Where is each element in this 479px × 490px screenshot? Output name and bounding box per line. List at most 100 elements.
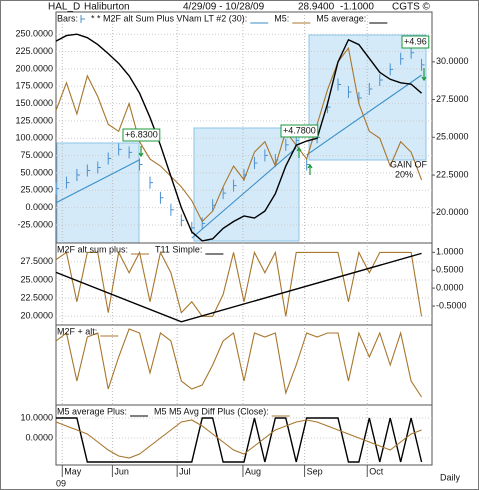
legend-label: Bars:	[57, 13, 78, 23]
box	[193, 127, 300, 242]
legend-label: M5 average:	[316, 13, 366, 23]
arrow	[296, 146, 302, 158]
legend-label: M5 average Plus:	[57, 406, 127, 416]
y2-tick-label: 1.0000	[436, 247, 464, 257]
y-tick-label: -25.0000	[17, 219, 53, 229]
y2-tick-label: 22.5000	[436, 169, 469, 179]
y-tick-label: 75.0000	[20, 150, 53, 160]
panel	[55, 404, 433, 466]
y2-tick-label: 30.0000	[436, 56, 469, 66]
y2-tick-label: 0.5000	[436, 265, 464, 275]
arrow	[307, 163, 313, 175]
box	[56, 142, 140, 244]
price-bar	[379, 73, 383, 86]
price-bar	[86, 164, 91, 177]
arrow	[138, 146, 144, 158]
annotation: 20%	[395, 169, 413, 179]
x-tick-label: Jun	[114, 466, 129, 476]
price-bar	[139, 158, 143, 171]
y-tick-label: 150.0000	[15, 98, 53, 108]
y-tick-label: 50.0000	[20, 167, 53, 177]
series-line	[55, 419, 422, 459]
y-tick-label: 125.0000	[15, 115, 53, 125]
legend-label: M5:	[274, 13, 289, 23]
annotation-box	[280, 124, 319, 138]
price-bar	[107, 152, 112, 165]
credit: CGTS ©	[392, 2, 431, 13]
y-tick-label: 10.0000	[20, 412, 53, 422]
legend-label: M2F alt sum plus:	[57, 244, 128, 254]
price-bar	[55, 182, 59, 195]
price-bar	[128, 146, 133, 159]
price-bar	[97, 161, 101, 174]
y-tick-label: 250.0000	[15, 29, 53, 39]
annotation-box	[401, 35, 430, 49]
y-tick-label: 20.0000	[20, 311, 53, 321]
annotation: +6.8300	[125, 129, 158, 139]
y-tick-label: 22.5000	[20, 293, 53, 303]
y-tick-label: 225.0000	[15, 46, 53, 56]
price-bar	[421, 58, 425, 71]
footer: Daily	[440, 472, 461, 482]
y2-tick-label: 27.5000	[436, 94, 469, 104]
price-bar	[368, 83, 373, 95]
y-tick-label: 25.0000	[20, 274, 53, 284]
series-line	[55, 46, 423, 223]
x-axis-label: 09	[56, 478, 66, 488]
price-bar	[410, 46, 415, 59]
price-bar	[65, 176, 70, 189]
series-line	[306, 74, 422, 156]
annotation: +4.96	[404, 36, 427, 46]
y-tick-label: 100.0000	[15, 133, 53, 143]
price-bar	[306, 158, 310, 171]
arrow	[421, 68, 427, 82]
last-price: 28.9400	[298, 2, 335, 13]
annotation: +4.7800	[283, 125, 316, 135]
series-line	[55, 328, 423, 398]
y2-tick-label: -0.5000	[436, 300, 467, 310]
legend-label: M5 M5 Avg Diff Plus (Close):	[154, 406, 269, 416]
price-bar	[118, 143, 122, 156]
y-tick-label: 0.0000	[25, 432, 53, 442]
legend-label: * * M2F alt Sum Plus VNam LT #2 (30):	[91, 13, 247, 23]
y-tick-label: 0.0000	[25, 202, 53, 212]
price-bar	[76, 169, 80, 182]
x-tick-label: Aug	[245, 466, 261, 476]
symbol: HAL_D	[48, 2, 80, 13]
annotation: GAIN OF	[390, 159, 428, 169]
x-tick-label: Oct	[369, 466, 384, 476]
price-bar	[201, 217, 206, 230]
price-bar	[337, 78, 341, 91]
y2-tick-label: 25.0000	[436, 132, 469, 142]
y-tick-label: 25.0000	[20, 185, 53, 195]
price-bar	[149, 176, 153, 189]
y-tick-label: 27.5000	[20, 256, 53, 266]
series-line	[55, 159, 140, 204]
y2-tick-label: 0.0000	[436, 282, 464, 292]
series-line	[191, 147, 297, 239]
plot-layer: 250.0000 225.0000 200.0000 175.0000 150.0000…	[15, 11, 469, 488]
x-tick-label: Sep	[307, 466, 323, 476]
price-bar	[389, 63, 394, 76]
annotation-box	[122, 128, 161, 142]
date-range: 4/29/09 - 10/28/09	[183, 2, 265, 13]
company: Haliburton	[84, 2, 130, 13]
series-line	[55, 252, 422, 323]
series-line	[55, 33, 423, 242]
price-bar	[170, 203, 174, 216]
price-bar	[400, 52, 404, 65]
series-line	[55, 250, 423, 317]
price-bar	[180, 214, 185, 227]
price-bar	[264, 149, 268, 162]
price-bar	[233, 179, 237, 192]
legend-label: M2F + alt:	[57, 326, 97, 336]
price-bar	[222, 187, 227, 200]
y-tick-label: 175.0000	[15, 81, 53, 91]
y2-tick-label: 20.0000	[436, 207, 469, 217]
y-tick-label: 200.0000	[15, 63, 53, 73]
price-bar	[285, 138, 289, 151]
x-tick-label: Jul	[179, 466, 191, 476]
legend-label: T11 Simple:	[155, 244, 202, 254]
x-tick-label: May	[64, 466, 82, 476]
